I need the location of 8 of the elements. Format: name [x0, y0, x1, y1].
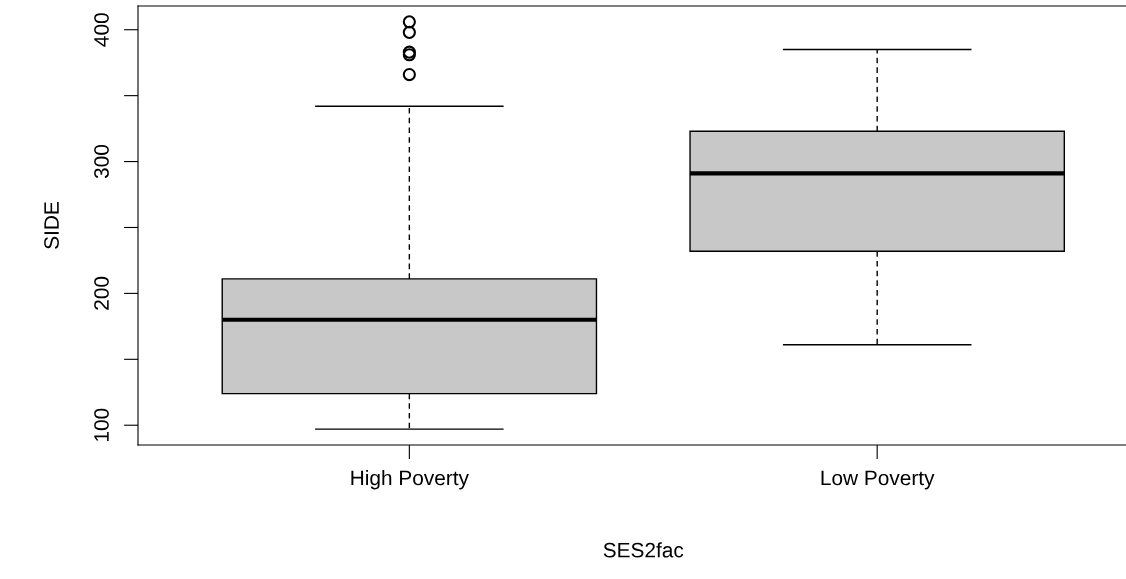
x-axis-title: SES2fac	[603, 542, 684, 558]
y-tick-label: 300	[94, 144, 109, 179]
y-tick-label: 400	[94, 13, 109, 47]
x-tick-label: High Poverty	[351, 470, 469, 490]
y-tick-label: 200	[94, 276, 109, 310]
y-tick-label: 100	[94, 408, 109, 442]
x-tick-label: Low Poverty	[821, 470, 935, 490]
y-axis-title: SIDE	[44, 202, 59, 249]
